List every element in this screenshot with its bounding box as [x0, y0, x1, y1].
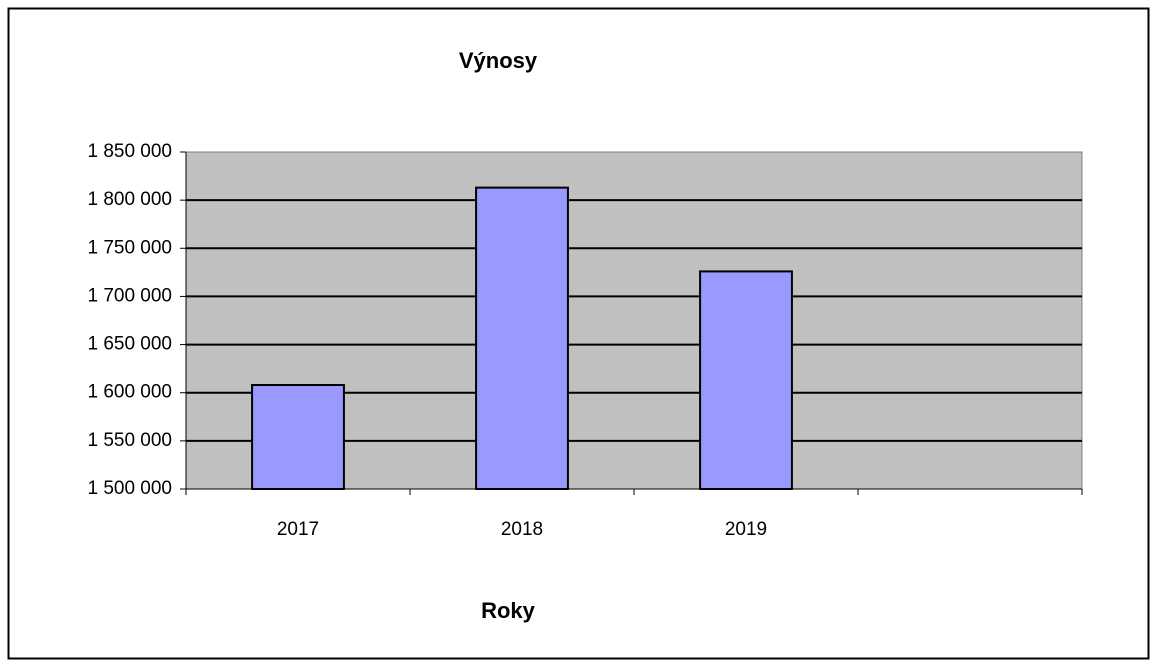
x-axis-label: Roky — [481, 598, 536, 623]
y-tick-label: 1 650 000 — [87, 334, 172, 355]
y-tick-label: 1 550 000 — [87, 430, 172, 451]
y-tick-label: 1 600 000 — [87, 382, 172, 403]
bar — [251, 384, 345, 490]
y-tick-label: 1 850 000 — [87, 141, 172, 162]
bar — [475, 186, 569, 491]
y-tick-label: 1 700 000 — [87, 285, 172, 306]
x-tick-label: 2019 — [725, 519, 767, 540]
x-tick-label: 2018 — [501, 519, 543, 540]
bar — [699, 270, 793, 490]
chart-title: Výnosy — [459, 48, 538, 73]
y-tick-label: 1 800 000 — [87, 189, 172, 210]
x-tick-label: 2017 — [277, 519, 319, 540]
y-tick-label: 1 750 000 — [87, 237, 172, 258]
y-tick-label: 1 500 000 — [87, 478, 172, 499]
